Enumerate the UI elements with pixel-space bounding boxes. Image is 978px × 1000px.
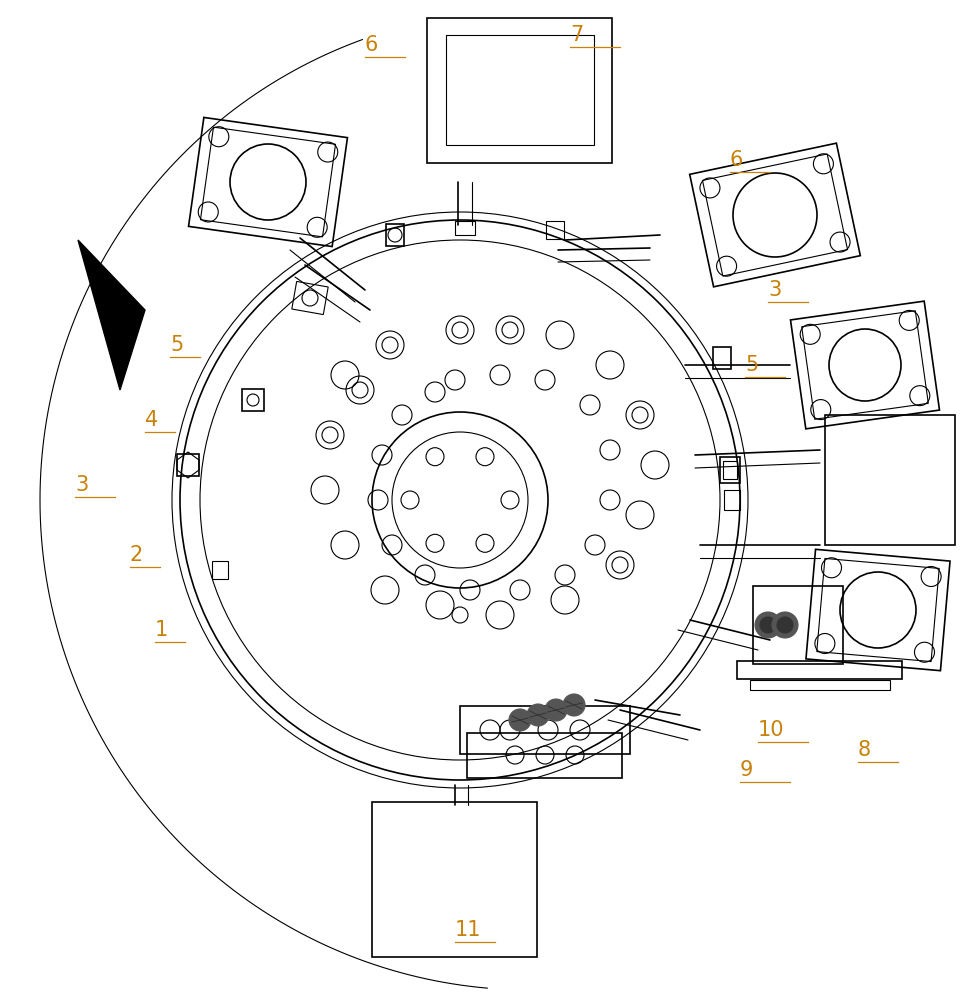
Bar xyxy=(455,221,474,235)
Text: 5: 5 xyxy=(170,335,183,355)
Text: 7: 7 xyxy=(569,25,583,45)
Text: 3: 3 xyxy=(767,280,780,300)
Circle shape xyxy=(759,617,776,633)
Bar xyxy=(712,347,731,369)
Bar xyxy=(460,706,630,754)
Bar xyxy=(372,802,537,957)
Text: 6: 6 xyxy=(730,150,742,170)
Circle shape xyxy=(509,709,530,731)
Text: 5: 5 xyxy=(744,355,758,375)
Circle shape xyxy=(526,704,549,726)
Text: 11: 11 xyxy=(455,920,481,940)
Bar xyxy=(546,221,563,239)
Bar xyxy=(724,490,739,510)
Bar xyxy=(801,311,927,419)
Circle shape xyxy=(772,612,797,638)
Bar xyxy=(212,561,228,579)
Bar xyxy=(242,389,264,411)
Text: 6: 6 xyxy=(365,35,378,55)
Bar xyxy=(719,457,739,483)
Bar xyxy=(467,732,622,778)
Bar xyxy=(189,117,347,247)
Text: 9: 9 xyxy=(739,760,753,780)
Bar xyxy=(291,281,328,315)
Text: 1: 1 xyxy=(155,620,168,640)
Text: 8: 8 xyxy=(857,740,870,760)
Bar xyxy=(824,415,954,545)
Bar xyxy=(385,224,404,246)
Bar xyxy=(177,454,199,476)
Bar xyxy=(789,301,939,429)
Text: 2: 2 xyxy=(130,545,143,565)
Text: 3: 3 xyxy=(75,475,88,495)
Circle shape xyxy=(562,694,585,716)
Bar xyxy=(749,680,889,690)
Bar xyxy=(723,461,736,479)
Bar xyxy=(689,143,860,287)
Circle shape xyxy=(754,612,780,638)
Bar xyxy=(446,35,594,145)
Bar xyxy=(816,558,938,662)
Bar xyxy=(427,18,612,163)
Bar xyxy=(805,549,949,671)
Text: 10: 10 xyxy=(757,720,783,740)
Circle shape xyxy=(545,699,566,721)
Bar xyxy=(200,127,335,237)
Bar xyxy=(702,154,847,276)
Polygon shape xyxy=(78,240,145,390)
Circle shape xyxy=(777,617,792,633)
Bar xyxy=(752,586,842,664)
Text: 4: 4 xyxy=(145,410,158,430)
Bar xyxy=(736,661,902,679)
